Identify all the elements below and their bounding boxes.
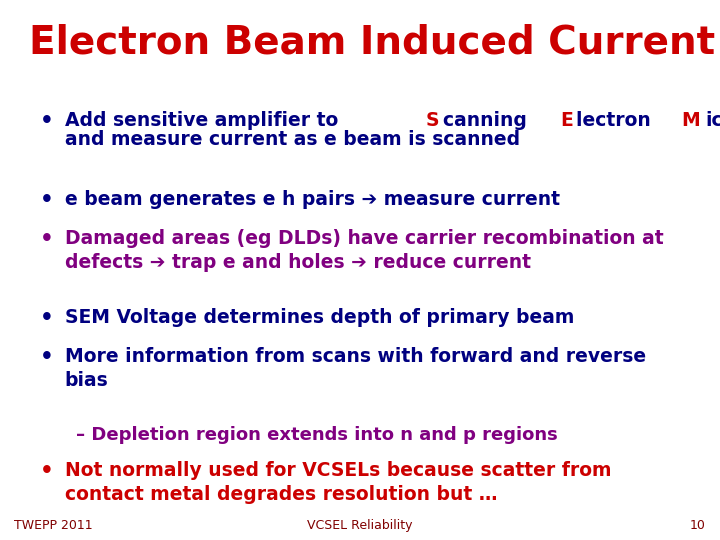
Text: Damaged areas (eg DLDs) have carrier recombination at
defects ➔ trap e and holes: Damaged areas (eg DLDs) have carrier rec… <box>65 229 663 272</box>
Text: •: • <box>40 461 53 481</box>
Text: SEM Voltage determines depth of primary beam: SEM Voltage determines depth of primary … <box>65 308 574 327</box>
Text: Not normally used for VCSELs because scatter from
contact metal degrades resolut: Not normally used for VCSELs because sca… <box>65 461 611 504</box>
Text: canning: canning <box>444 111 534 130</box>
Text: •: • <box>40 229 53 249</box>
Text: 10: 10 <box>690 519 706 532</box>
Text: lectron: lectron <box>576 111 657 130</box>
Text: S: S <box>426 111 439 130</box>
Text: icroscope: icroscope <box>706 111 720 130</box>
Text: •: • <box>40 308 53 328</box>
Text: Add sensitive amplifier to: Add sensitive amplifier to <box>65 111 345 130</box>
Text: •: • <box>40 190 53 210</box>
Text: – Depletion region extends into n and p regions: – Depletion region extends into n and p … <box>76 426 557 444</box>
Text: More information from scans with forward and reverse
bias: More information from scans with forward… <box>65 347 646 390</box>
Text: e beam generates e h pairs ➔ measure current: e beam generates e h pairs ➔ measure cur… <box>65 190 560 208</box>
Text: Electron Beam Induced Current (EBIC): Electron Beam Induced Current (EBIC) <box>29 24 720 62</box>
Text: and measure current as e beam is scanned: and measure current as e beam is scanned <box>65 130 520 150</box>
Text: VCSEL Reliability: VCSEL Reliability <box>307 519 413 532</box>
Text: TWEPP 2011: TWEPP 2011 <box>14 519 93 532</box>
Text: •: • <box>40 111 53 131</box>
Text: •: • <box>40 347 53 367</box>
Text: M: M <box>681 111 700 130</box>
Text: E: E <box>560 111 572 130</box>
